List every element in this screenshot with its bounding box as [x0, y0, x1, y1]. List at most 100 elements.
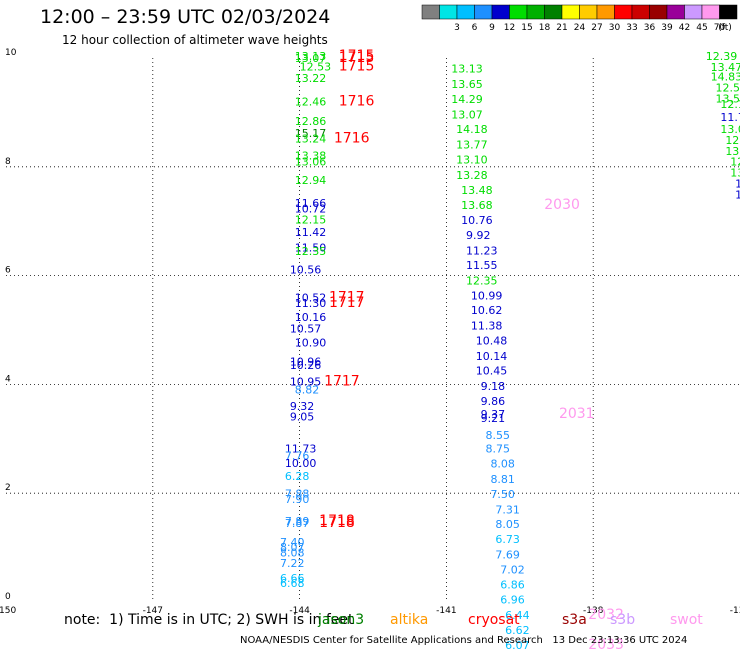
legend-tick-label: 18 — [539, 23, 551, 33]
wave-height-value: 13.38 — [295, 150, 327, 163]
wave-height-value: 13.07 — [295, 52, 327, 65]
wave-height-value: 12.06 — [725, 134, 740, 147]
time-label: 1716 — [334, 130, 370, 146]
wave-height-value: 9.32 — [290, 400, 315, 413]
sat-label-s3b: s3b — [610, 612, 636, 628]
legend-tick-label: 6 — [472, 23, 478, 33]
x-tick-label: -135 — [730, 606, 740, 616]
credit-line: NOAA/NESDIS Center for Satellite Applica… — [240, 635, 688, 646]
wave-height-value: 11.23 — [466, 244, 498, 257]
legend-unit-label: (ft) — [718, 23, 732, 33]
wave-height-value: 10.99 — [471, 290, 503, 303]
legend-tick-label: 30 — [609, 23, 621, 33]
wave-height-value: 10.00 — [285, 457, 317, 470]
time-label: 2030 — [544, 197, 580, 213]
wave-height-value: 13.42 — [725, 145, 740, 158]
wave-height-value: 12.46 — [295, 95, 327, 108]
x-tick-label: -144 — [289, 606, 310, 616]
wave-height-value: 12.35 — [466, 274, 498, 287]
wave-height-value: 14.29 — [451, 93, 483, 106]
time-label: 1718 — [319, 515, 355, 531]
wave-height-value: 7.22 — [280, 557, 305, 570]
wave-height-value: 8.82 — [295, 384, 320, 397]
wave-height-value: 13.48 — [461, 184, 493, 197]
time-label: 2033 — [588, 637, 624, 650]
wave-height-value: 13.08 — [720, 123, 740, 136]
legend-tick-label: 45 — [696, 23, 707, 33]
wave-height-value: 7.76 — [285, 449, 310, 462]
sat-label-altika: altika — [390, 612, 429, 628]
wave-height-value: 13.77 — [456, 138, 488, 151]
wave-height-value: 6.07 — [505, 639, 530, 650]
time-label: 1715 — [339, 48, 375, 64]
wave-height-value: 8.07 — [280, 541, 305, 554]
wave-height-value: 13.65 — [451, 78, 483, 91]
wave-height-value: 10.81 — [735, 177, 740, 190]
wave-height-value: 10.76 — [461, 214, 493, 227]
wave-height-value: 6.68 — [280, 577, 305, 590]
wave-height-value: 10.16 — [295, 311, 327, 324]
legend-tick-label: 9 — [489, 23, 495, 33]
legend-swatch — [719, 4, 738, 20]
wave-height-value: 13.10 — [456, 154, 488, 167]
wave-height-value: 9.05 — [290, 410, 315, 423]
wave-height-value: 10.45 — [476, 365, 508, 378]
wave-height-value: 8.08 — [490, 458, 515, 471]
time-label: 1718 — [319, 513, 355, 529]
wave-height-value: 8.05 — [495, 518, 520, 531]
wave-height-value: 7.40 — [280, 536, 305, 549]
wave-height-value: 6.73 — [495, 533, 520, 546]
wave-height-value: 10.90 — [295, 336, 327, 349]
wave-height-value: 7.50 — [490, 488, 515, 501]
page-subtitle: 12 hour collection of altimeter wave hei… — [62, 33, 328, 47]
wave-height-value: 14.83 — [711, 70, 740, 83]
legend-tick-label: 27 — [591, 23, 602, 33]
wave-height-value: 12.15 — [295, 213, 327, 226]
y-tick-label: 4 — [5, 374, 11, 384]
wave-height-value: 12.59 — [716, 82, 740, 95]
wave-height-value: 10.72 — [295, 202, 327, 215]
wave-height-value: 6.44 — [505, 609, 530, 622]
sat-label-s3a: s3a — [562, 612, 587, 628]
wave-height-value: 13.68 — [461, 199, 493, 212]
time-label: 1715 — [339, 50, 375, 66]
time-label: 1715 — [339, 59, 375, 75]
y-tick-label: 6 — [5, 266, 11, 276]
page-title: 12:00 – 23:59 UTC 02/03/2024 — [40, 6, 331, 28]
wave-height-value: 8.08 — [280, 546, 305, 559]
sat-label-cryosat: cryosat — [468, 612, 520, 628]
wave-height-value: 10.14 — [476, 350, 508, 363]
wave-height-value: 13.22 — [295, 72, 327, 85]
wave-height-value: 9.92 — [466, 229, 491, 242]
time-label: 1717 — [329, 290, 365, 306]
sat-label-swot: swot — [670, 612, 703, 628]
time-label: 2031 — [559, 406, 595, 422]
wave-height-value: 7.87 — [285, 517, 310, 530]
x-tick-label: -141 — [436, 606, 456, 616]
wave-height-value: 9.86 — [481, 395, 506, 408]
wave-height-value: 12.35 — [295, 245, 327, 258]
time-label: 1717 — [324, 373, 360, 389]
legend-tick-label: 12 — [504, 23, 515, 33]
y-tick-label: 0 — [5, 592, 11, 602]
time-label: 2032 — [588, 607, 624, 623]
wave-height-value: 10.48 — [476, 335, 508, 348]
wave-height-value: 13.13 — [451, 63, 483, 76]
wave-height-value: 11.38 — [471, 319, 503, 332]
wave-height-value: 10.57 — [290, 323, 322, 336]
wave-height-value: 10.62 — [471, 304, 503, 317]
wave-height-value: 10.96 — [290, 355, 322, 368]
wave-height-value: 6.62 — [505, 624, 530, 637]
wave-height-value: 15.17 — [295, 127, 327, 140]
sat-label-jason3: jason3 — [318, 612, 365, 628]
legend-tick-label: 3 — [454, 23, 460, 33]
wave-height-value: 13.28 — [456, 169, 488, 182]
wave-height-value: 14.18 — [456, 123, 488, 136]
y-tick-label: 2 — [5, 483, 11, 493]
wave-height-value: 12.10 — [720, 98, 740, 111]
wave-height-value: 8.81 — [490, 473, 515, 486]
wave-height-value: 7.89 — [285, 515, 310, 528]
x-tick-label: -150 — [0, 606, 16, 616]
wave-height-value: 12.94 — [295, 174, 327, 187]
